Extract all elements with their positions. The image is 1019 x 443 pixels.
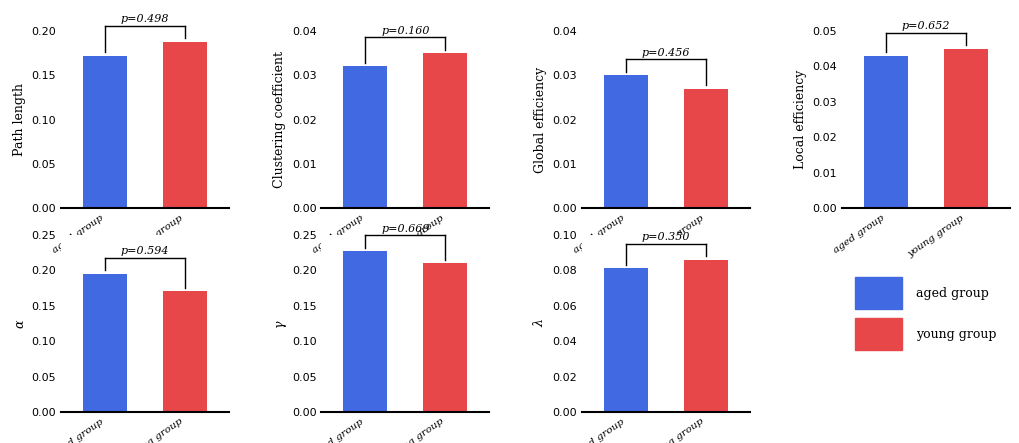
Bar xyxy=(603,268,647,412)
Text: p=0.160: p=0.160 xyxy=(381,26,429,36)
Text: p=0.669: p=0.669 xyxy=(381,224,429,234)
Bar xyxy=(84,56,127,208)
Y-axis label: Clustering coefficient: Clustering coefficient xyxy=(273,51,286,188)
Bar xyxy=(683,260,727,412)
Bar xyxy=(423,53,467,208)
Text: p=0.456: p=0.456 xyxy=(641,48,689,58)
Bar xyxy=(855,318,902,350)
Bar xyxy=(943,49,986,208)
Bar xyxy=(863,56,907,208)
Y-axis label: Local efficiency: Local efficiency xyxy=(793,70,806,169)
Bar xyxy=(855,277,902,309)
Bar xyxy=(84,274,127,412)
Bar xyxy=(683,89,727,208)
Bar xyxy=(343,66,387,208)
Bar xyxy=(343,251,387,412)
Bar xyxy=(163,42,207,208)
Text: p=0.652: p=0.652 xyxy=(901,21,949,31)
Text: p=0.498: p=0.498 xyxy=(121,14,169,24)
Y-axis label: Path length: Path length xyxy=(13,83,26,156)
Y-axis label: λ: λ xyxy=(533,319,546,327)
Y-axis label: α: α xyxy=(13,319,26,328)
Text: p=0.594: p=0.594 xyxy=(121,246,169,256)
Text: aged group: aged group xyxy=(915,287,987,300)
Y-axis label: γ: γ xyxy=(273,320,286,327)
Bar xyxy=(603,75,647,208)
Text: p=0.350: p=0.350 xyxy=(641,232,689,242)
Bar xyxy=(163,291,207,412)
Y-axis label: Global efficiency: Global efficiency xyxy=(533,66,546,173)
Bar xyxy=(423,263,467,412)
Text: young group: young group xyxy=(915,327,996,341)
